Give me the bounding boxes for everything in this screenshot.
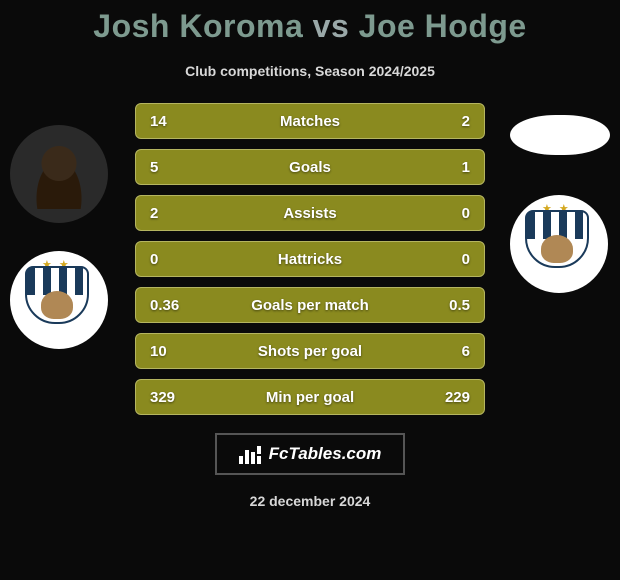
stat-value-a: 14 — [150, 113, 190, 130]
site-name: FcTables.com — [269, 444, 382, 464]
bar-chart-icon — [239, 444, 263, 464]
stat-label: Assists — [190, 205, 430, 222]
comparison-title: Josh Koroma vs Joe Hodge — [0, 8, 620, 45]
stat-label: Min per goal — [190, 389, 430, 406]
vs-label: vs — [313, 8, 350, 44]
stat-value-b: 0.5 — [430, 297, 470, 314]
stat-row: 0.36 Goals per match 0.5 — [135, 287, 485, 323]
club-crest-icon: ★ ★ ★ — [525, 210, 593, 278]
player-b-club-badge: ★ ★ ★ — [510, 195, 608, 293]
stat-value-a: 329 — [150, 389, 190, 406]
subtitle: Club competitions, Season 2024/2025 — [0, 63, 620, 79]
stat-value-b: 2 — [430, 113, 470, 130]
right-avatars: ★ ★ ★ — [510, 115, 610, 293]
stat-row: 0 Hattricks 0 — [135, 241, 485, 277]
left-avatars: ★ ★ ★ — [10, 125, 108, 349]
stat-row: 2 Assists 0 — [135, 195, 485, 231]
stat-value-b: 0 — [430, 251, 470, 268]
club-crest-icon: ★ ★ ★ — [25, 266, 93, 334]
stat-label: Goals — [190, 159, 430, 176]
stat-label: Goals per match — [190, 297, 430, 314]
stat-row: 10 Shots per goal 6 — [135, 333, 485, 369]
stat-value-a: 5 — [150, 159, 190, 176]
stat-label: Shots per goal — [190, 343, 430, 360]
date-label: 22 december 2024 — [0, 493, 620, 509]
player-b-photo-placeholder — [510, 115, 610, 155]
stat-row: 329 Min per goal 229 — [135, 379, 485, 415]
stat-row: 14 Matches 2 — [135, 103, 485, 139]
stat-row: 5 Goals 1 — [135, 149, 485, 185]
stat-value-a: 2 — [150, 205, 190, 222]
stat-value-a: 10 — [150, 343, 190, 360]
person-silhouette-icon — [24, 139, 94, 209]
player-a-photo — [10, 125, 108, 223]
player-b-name: Joe Hodge — [359, 8, 527, 44]
stat-label: Matches — [190, 113, 430, 130]
stat-value-b: 1 — [430, 159, 470, 176]
header: Josh Koroma vs Joe Hodge Club competitio… — [0, 0, 620, 79]
stats-table: 14 Matches 2 5 Goals 1 2 Assists 0 0 Hat… — [135, 103, 485, 415]
stat-label: Hattricks — [190, 251, 430, 268]
stat-value-b: 6 — [430, 343, 470, 360]
player-a-club-badge: ★ ★ ★ — [10, 251, 108, 349]
player-a-name: Josh Koroma — [93, 8, 303, 44]
stat-value-a: 0 — [150, 251, 190, 268]
stat-value-b: 0 — [430, 205, 470, 222]
stat-value-a: 0.36 — [150, 297, 190, 314]
stat-value-b: 229 — [430, 389, 470, 406]
site-logo: FcTables.com — [215, 433, 405, 475]
